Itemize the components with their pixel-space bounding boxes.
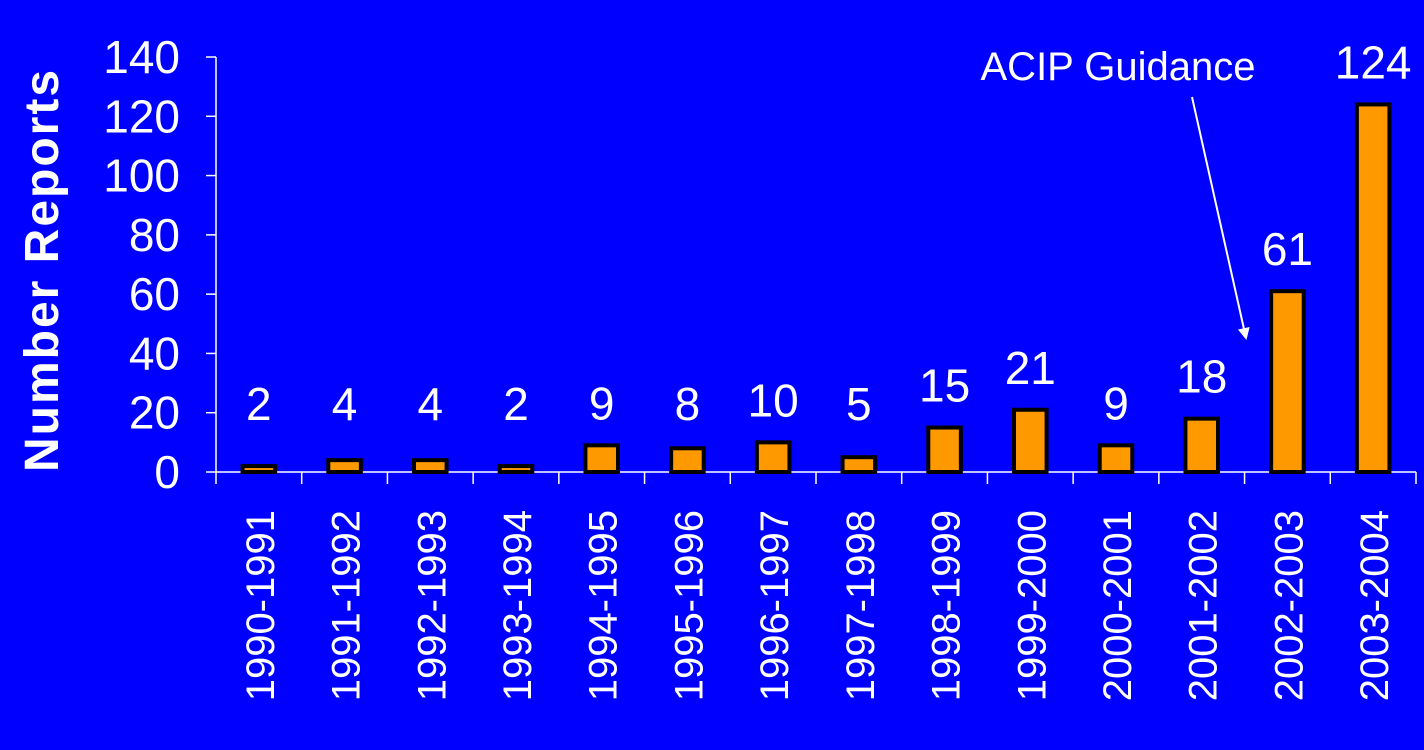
annotation-arrow <box>1191 96 1250 340</box>
x-tick-labels-group: 1990-1991 1991-1992 1992-1993 1993-1994 1994… <box>239 510 1397 701</box>
y-tick-label: 0 <box>154 446 180 498</box>
y-axis: 0 20 40 60 80 100 120 140 <box>103 31 217 498</box>
bar <box>840 455 878 474</box>
bar <box>497 464 535 475</box>
y-tick-label: 60 <box>129 268 180 320</box>
data-label: 9 <box>1103 377 1129 429</box>
bars-group <box>240 102 1392 475</box>
bar <box>1354 102 1392 475</box>
y-tick-label: 120 <box>103 90 180 142</box>
x-tick-label: 1995-1996 <box>667 510 711 701</box>
bar <box>326 458 363 474</box>
data-label: 4 <box>332 378 358 430</box>
bar <box>754 440 792 475</box>
x-tick-label: 2003-2004 <box>1353 510 1397 701</box>
y-tick-label: 40 <box>129 327 180 379</box>
data-label: 61 <box>1262 223 1313 275</box>
bar <box>1269 289 1306 474</box>
y-tick-label: 140 <box>103 31 180 83</box>
x-tick-label: 2000-2001 <box>1096 510 1140 701</box>
data-label: 4 <box>417 378 443 430</box>
data-label: 15 <box>919 360 970 412</box>
x-tick-label: 1991-1992 <box>325 510 369 701</box>
x-tick-label: 1990-1991 <box>239 510 283 701</box>
x-tick-label: 1999-2000 <box>1010 510 1054 701</box>
bar <box>1097 443 1135 475</box>
x-tick-label: 1996-1997 <box>753 510 797 701</box>
bar <box>240 464 278 475</box>
data-label: 5 <box>846 378 872 430</box>
y-tick-label: 20 <box>129 387 180 439</box>
bar <box>1183 416 1221 474</box>
bar <box>669 446 706 474</box>
x-tick-label: 1992-1993 <box>410 510 454 701</box>
x-tick-label: 2002-2003 <box>1267 510 1311 701</box>
y-tick-label: 100 <box>103 150 180 202</box>
data-label: 2 <box>503 378 529 430</box>
x-tick-label: 1998-1999 <box>925 510 969 701</box>
annotation-label: ACIP Guidance <box>981 45 1256 89</box>
data-labels-group: 2 4 4 2 9 8 10 5 15 21 9 18 61 124 <box>246 36 1411 430</box>
data-label: 8 <box>675 378 701 430</box>
bar <box>1012 407 1049 474</box>
y-axis-label: Number Reports <box>16 68 69 472</box>
x-axis <box>215 471 1417 484</box>
bar <box>583 443 621 475</box>
x-tick-label: 1994-1995 <box>582 510 626 701</box>
bar <box>926 425 963 474</box>
data-label: 18 <box>1176 351 1227 403</box>
data-label: 2 <box>246 378 272 430</box>
x-tick-label: 1997-1998 <box>839 510 883 701</box>
x-tick-label: 2001-2002 <box>1182 510 1226 701</box>
data-label: 124 <box>1335 36 1412 88</box>
data-label: 21 <box>1005 342 1056 394</box>
bar <box>412 458 449 474</box>
data-label: 10 <box>748 374 799 426</box>
data-label: 9 <box>589 377 615 429</box>
x-tick-label: 1993-1994 <box>496 510 540 701</box>
y-tick-label: 80 <box>129 209 180 261</box>
